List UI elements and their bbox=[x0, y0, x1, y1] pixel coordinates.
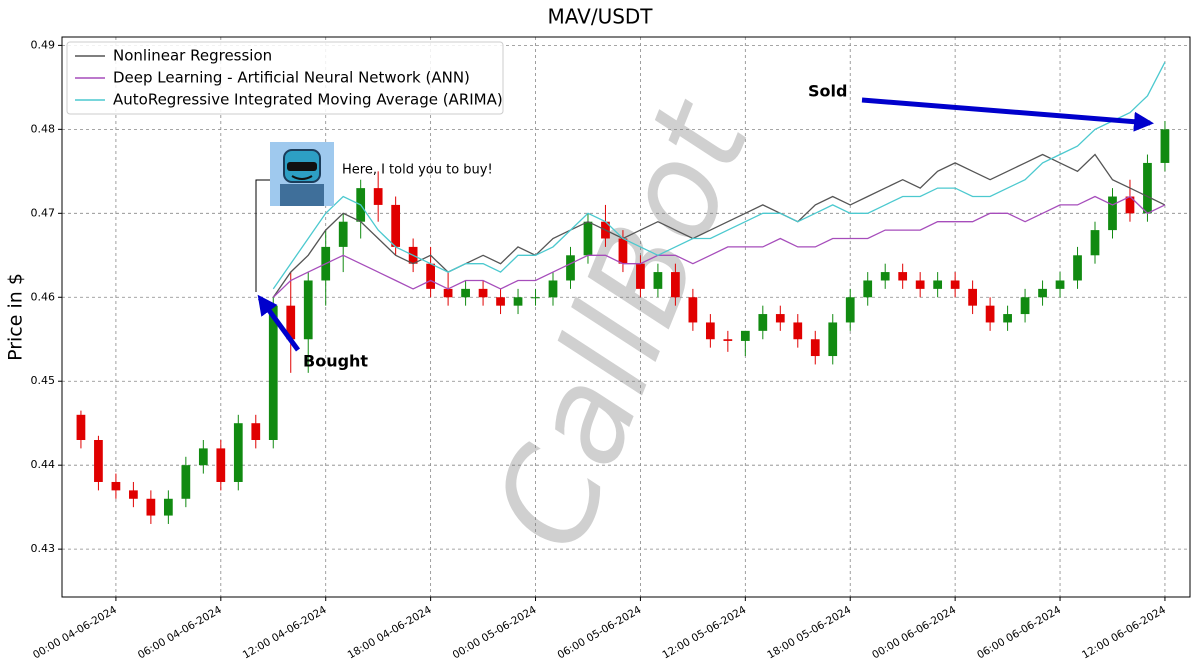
candle-body bbox=[810, 339, 820, 357]
candle-body bbox=[163, 498, 173, 516]
x-tick-label: 12:00 06-06-2024 bbox=[1080, 604, 1168, 662]
candle-body bbox=[740, 330, 750, 341]
candle-body bbox=[146, 498, 156, 516]
candle-body bbox=[111, 481, 121, 491]
legend-label: AutoRegressive Integrated Moving Average… bbox=[113, 91, 503, 109]
note-label: Here, I told you to buy! bbox=[342, 163, 493, 178]
y-tick-label: 0.48 bbox=[31, 122, 56, 135]
candle-body bbox=[373, 188, 383, 205]
candle-body bbox=[845, 297, 855, 323]
y-tick-label: 0.43 bbox=[31, 542, 56, 555]
candle-body bbox=[443, 288, 453, 298]
candle-body bbox=[233, 423, 243, 482]
candle-body bbox=[181, 465, 191, 499]
candle-body bbox=[531, 297, 540, 299]
plot-frame bbox=[61, 36, 1191, 598]
candle-body bbox=[76, 414, 86, 440]
y-tick-label: 0.49 bbox=[31, 38, 56, 51]
watermark: CallBot bbox=[464, 80, 780, 569]
candle-body bbox=[985, 305, 995, 323]
candle-body bbox=[566, 255, 575, 281]
candle-body bbox=[758, 314, 768, 331]
candle-body bbox=[723, 339, 733, 341]
y-tick-label: 0.47 bbox=[31, 206, 56, 219]
candle-body bbox=[391, 204, 401, 247]
y-tick-label: 0.45 bbox=[31, 374, 56, 387]
candle-body bbox=[303, 280, 313, 340]
candle-body bbox=[338, 221, 348, 247]
candle-body bbox=[1038, 288, 1047, 298]
bought-arrow bbox=[257, 294, 301, 352]
x-tick-label: 06:00 05-06-2024 bbox=[555, 604, 643, 662]
x-tick-label: 06:00 04-06-2024 bbox=[136, 604, 224, 662]
candle-body bbox=[793, 322, 803, 340]
x-tick-label: 00:00 06-06-2024 bbox=[870, 604, 958, 662]
candle-body bbox=[898, 272, 908, 281]
candle-body bbox=[286, 305, 296, 340]
candle-body bbox=[1003, 314, 1012, 323]
candle-body bbox=[94, 439, 103, 482]
candle-body bbox=[863, 280, 873, 298]
candle-body bbox=[461, 288, 470, 298]
candle-body bbox=[828, 322, 838, 357]
candle-body bbox=[1125, 196, 1135, 214]
candle-body bbox=[198, 448, 208, 466]
candle-body bbox=[618, 238, 628, 264]
x-tick-label: 18:00 05-06-2024 bbox=[765, 604, 853, 662]
series-line bbox=[272, 61, 1166, 290]
series-line bbox=[272, 195, 1166, 298]
candle-body bbox=[1143, 162, 1152, 214]
candle-body bbox=[705, 322, 715, 340]
candle-body bbox=[548, 280, 558, 298]
candle-body bbox=[968, 288, 977, 306]
candle-body bbox=[1020, 297, 1030, 315]
candle-body bbox=[636, 263, 645, 289]
x-tick-label: 12:00 05-06-2024 bbox=[660, 604, 748, 662]
candle-body bbox=[688, 297, 698, 323]
candle-body bbox=[251, 423, 261, 440]
candle-body bbox=[129, 490, 138, 499]
legend-box bbox=[66, 41, 504, 115]
y-axis-label: Price in $ bbox=[5, 273, 27, 361]
legend-label: Deep Learning - Artificial Neural Networ… bbox=[113, 69, 470, 87]
candle-body bbox=[583, 221, 593, 256]
candle-body bbox=[496, 297, 505, 306]
candle-body bbox=[1090, 230, 1100, 256]
x-tick-label: 00:00 05-06-2024 bbox=[451, 604, 539, 662]
y-tick-label: 0.44 bbox=[31, 458, 56, 471]
candle-body bbox=[880, 272, 890, 281]
y-tick-label: 0.46 bbox=[31, 290, 56, 303]
x-tick-label: 12:00 04-06-2024 bbox=[241, 604, 329, 662]
x-tick-label: 18:00 04-06-2024 bbox=[346, 604, 434, 662]
x-tick-label: 00:00 04-06-2024 bbox=[31, 604, 119, 662]
candle-body bbox=[478, 288, 488, 298]
note-connector bbox=[255, 179, 270, 292]
candle-body bbox=[268, 305, 278, 440]
candle-body bbox=[426, 263, 435, 289]
legend: Nonlinear Regression Deep Learning - Arti… bbox=[66, 41, 504, 115]
sold-arrow bbox=[861, 97, 1154, 132]
candle-body bbox=[1108, 196, 1117, 231]
candle-body bbox=[216, 448, 226, 482]
candle-body bbox=[1160, 129, 1170, 163]
x-tick-label: 06:00 06-06-2024 bbox=[975, 604, 1063, 662]
lines bbox=[272, 61, 1166, 298]
candle-body bbox=[1073, 255, 1082, 281]
candle-body bbox=[775, 314, 785, 323]
candle-body bbox=[671, 272, 680, 298]
sold-label: Sold bbox=[808, 82, 847, 101]
candle-body bbox=[915, 280, 925, 289]
legend-label: Nonlinear Regression bbox=[113, 47, 272, 65]
bot-avatar bbox=[270, 142, 334, 206]
candle-body bbox=[933, 280, 943, 289]
chart-title: MAV/USDT bbox=[547, 5, 653, 29]
candle-body bbox=[513, 297, 523, 306]
candle-body bbox=[653, 272, 663, 289]
bought-label: Bought bbox=[303, 352, 368, 371]
candle-body bbox=[1055, 280, 1065, 289]
candle-body bbox=[950, 280, 960, 289]
